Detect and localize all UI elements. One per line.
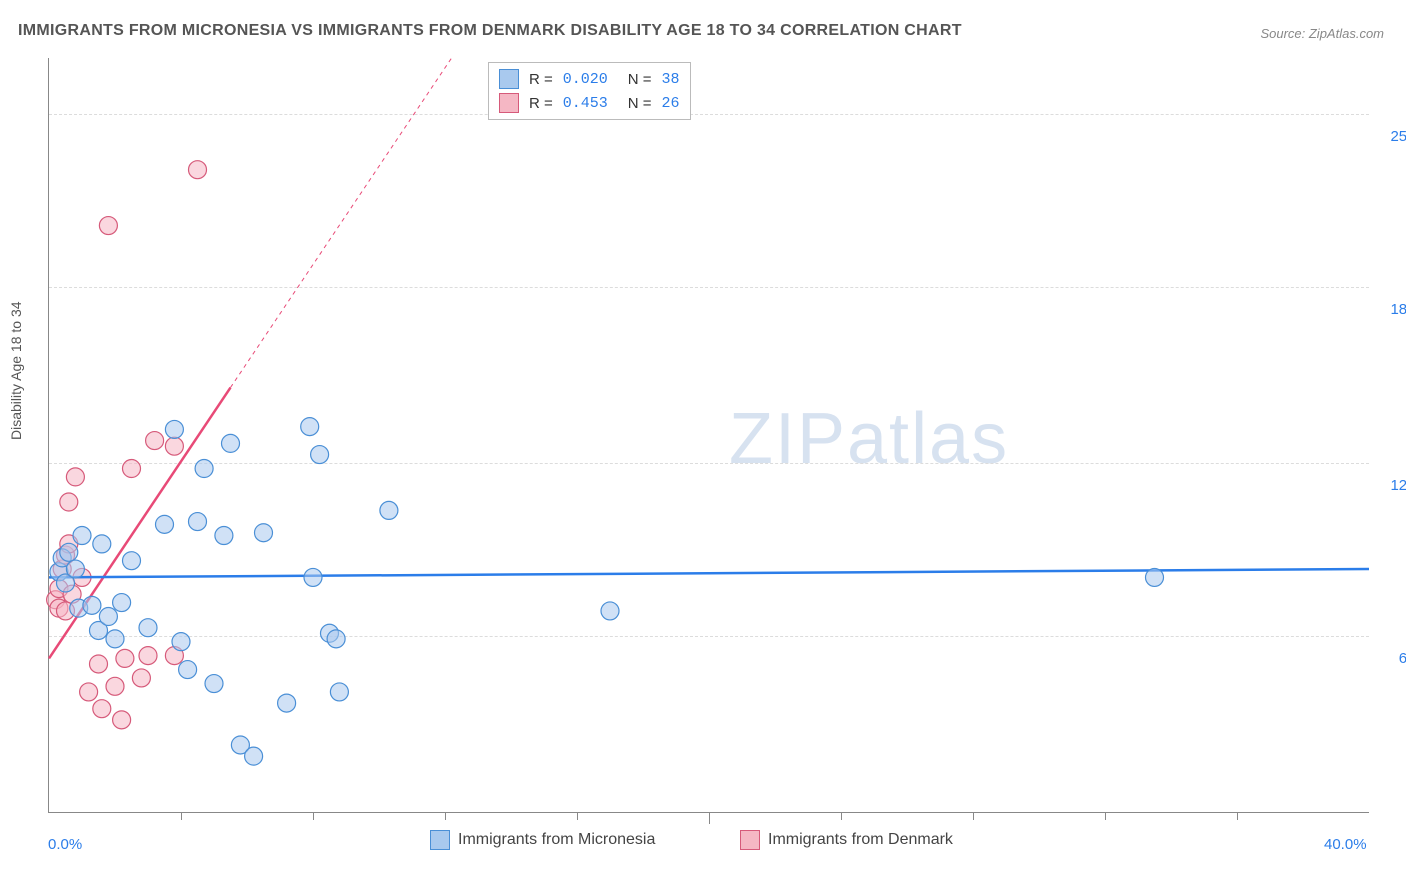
legend-series-label: Immigrants from Micronesia	[458, 831, 655, 849]
data-point[interactable]	[116, 649, 134, 667]
data-point[interactable]	[278, 694, 296, 712]
y-tick-label: 6.3%	[1399, 650, 1406, 667]
data-point[interactable]	[106, 630, 124, 648]
chart-title: IMMIGRANTS FROM MICRONESIA VS IMMIGRANTS…	[18, 22, 962, 40]
data-point[interactable]	[222, 434, 240, 452]
data-point[interactable]	[99, 217, 117, 235]
data-point[interactable]	[146, 432, 164, 450]
data-point[interactable]	[93, 700, 111, 718]
plot-area: ZIPatlas 6.3%12.5%18.8%25.0%	[48, 58, 1369, 813]
data-point[interactable]	[132, 669, 150, 687]
data-point[interactable]	[255, 524, 273, 542]
data-point[interactable]	[189, 161, 207, 179]
data-point[interactable]	[90, 655, 108, 673]
data-point[interactable]	[245, 747, 263, 765]
y-axis-label: Disability Age 18 to 34	[8, 301, 24, 440]
y-tick-label: 25.0%	[1390, 128, 1406, 145]
data-point[interactable]	[139, 619, 157, 637]
x-tick	[973, 812, 974, 820]
y-tick-label: 18.8%	[1390, 301, 1406, 318]
legend-n-value: 26	[662, 95, 680, 112]
x-tick	[445, 812, 446, 820]
x-tick	[1237, 812, 1238, 820]
data-point[interactable]	[113, 711, 131, 729]
data-point[interactable]	[99, 608, 117, 626]
legend-swatch	[740, 830, 760, 850]
legend-r-label: R =	[529, 95, 553, 112]
chart-svg	[49, 58, 1369, 812]
data-point[interactable]	[165, 437, 183, 455]
data-point[interactable]	[311, 446, 329, 464]
x-tick	[313, 812, 314, 820]
legend-swatch	[430, 830, 450, 850]
data-point[interactable]	[83, 596, 101, 614]
data-point[interactable]	[1146, 568, 1164, 586]
data-point[interactable]	[66, 468, 84, 486]
data-point[interactable]	[327, 630, 345, 648]
data-point[interactable]	[380, 501, 398, 519]
legend-n-value: 38	[662, 71, 680, 88]
data-point[interactable]	[156, 515, 174, 533]
data-point[interactable]	[172, 633, 190, 651]
data-point[interactable]	[601, 602, 619, 620]
legend-bottom-item: Immigrants from Micronesia	[430, 830, 655, 850]
x-tick-major	[709, 812, 710, 824]
trendline-extension	[231, 58, 452, 388]
data-point[interactable]	[80, 683, 98, 701]
y-tick-label: 12.5%	[1390, 477, 1406, 494]
legend-row: R = 0.453 N = 26	[499, 91, 680, 115]
data-point[interactable]	[66, 560, 84, 578]
data-point[interactable]	[60, 493, 78, 511]
legend-swatch	[499, 93, 519, 113]
data-point[interactable]	[189, 513, 207, 531]
data-point[interactable]	[139, 647, 157, 665]
data-point[interactable]	[215, 527, 233, 545]
data-point[interactable]	[123, 460, 141, 478]
data-point[interactable]	[106, 677, 124, 695]
x-tick-label: 40.0%	[1324, 836, 1367, 853]
correlation-legend: R = 0.020 N = 38 R = 0.453 N = 26	[488, 62, 691, 120]
legend-r-value: 0.453	[563, 95, 608, 112]
x-tick	[577, 812, 578, 820]
data-point[interactable]	[60, 543, 78, 561]
trendline	[49, 569, 1369, 577]
data-point[interactable]	[304, 568, 322, 586]
legend-series-label: Immigrants from Denmark	[768, 831, 953, 849]
data-point[interactable]	[123, 552, 141, 570]
legend-row: R = 0.020 N = 38	[499, 67, 680, 91]
data-point[interactable]	[93, 535, 111, 553]
legend-bottom-item: Immigrants from Denmark	[740, 830, 953, 850]
legend-r-value: 0.020	[563, 71, 608, 88]
source-attribution: Source: ZipAtlas.com	[1260, 26, 1384, 41]
x-tick	[841, 812, 842, 820]
legend-n-label: N =	[628, 95, 652, 112]
legend-n-label: N =	[628, 71, 652, 88]
x-tick	[1105, 812, 1106, 820]
data-point[interactable]	[165, 420, 183, 438]
data-point[interactable]	[113, 594, 131, 612]
data-point[interactable]	[195, 460, 213, 478]
data-point[interactable]	[330, 683, 348, 701]
data-point[interactable]	[179, 661, 197, 679]
x-tick-label: 0.0%	[48, 836, 82, 853]
data-point[interactable]	[205, 675, 223, 693]
data-point[interactable]	[301, 418, 319, 436]
x-tick	[181, 812, 182, 820]
legend-swatch	[499, 69, 519, 89]
legend-r-label: R =	[529, 71, 553, 88]
data-point[interactable]	[73, 527, 91, 545]
